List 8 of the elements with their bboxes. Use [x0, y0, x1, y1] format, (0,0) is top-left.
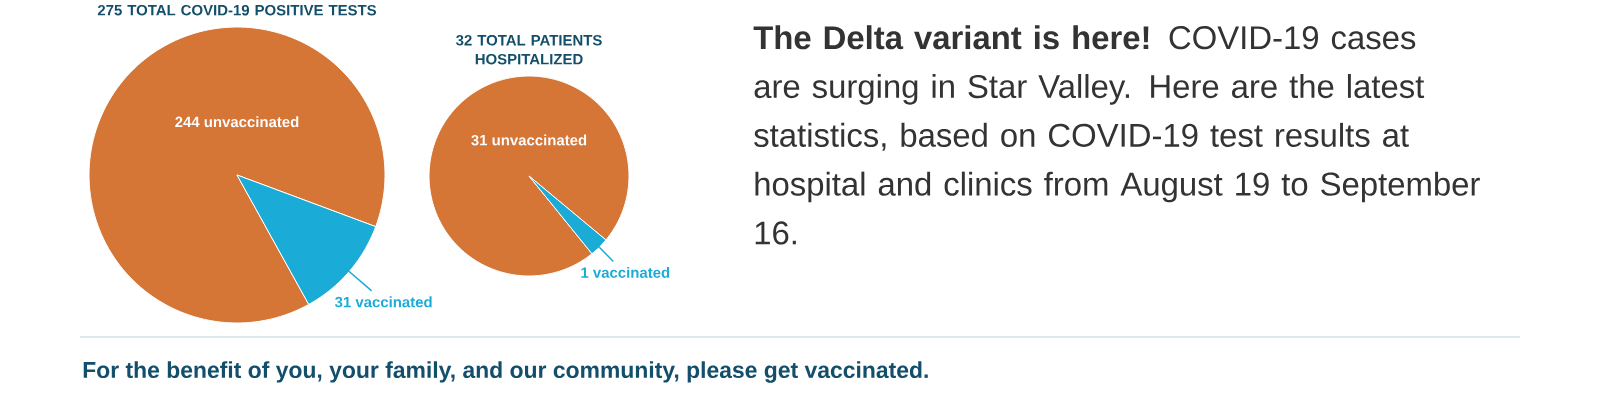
- chart-title: 32 TOTAL PATIENTS HOSPITALIZED: [456, 34, 602, 65]
- slice-label: 31 unvaccinated: [471, 134, 587, 146]
- slice-label: 1 vaccinated: [581, 266, 670, 278]
- slice-label: 31 vaccinated: [334, 296, 432, 308]
- text: The Delta variant is here! COVID-19 cases are surging in Star Valley. Here are the latest statistics, based on COVID-19 test results at hospital and clinics from August 19 to September 16.: [753, 25, 1480, 245]
- text: For the benefit of you, your family, and our community, please get vaccinated.: [83, 361, 928, 383]
- slice-label: 244 unvaccinated: [175, 116, 299, 128]
- chart-title: 275 TOTAL COVID-19 POSITIVE TESTS: [97, 4, 377, 16]
